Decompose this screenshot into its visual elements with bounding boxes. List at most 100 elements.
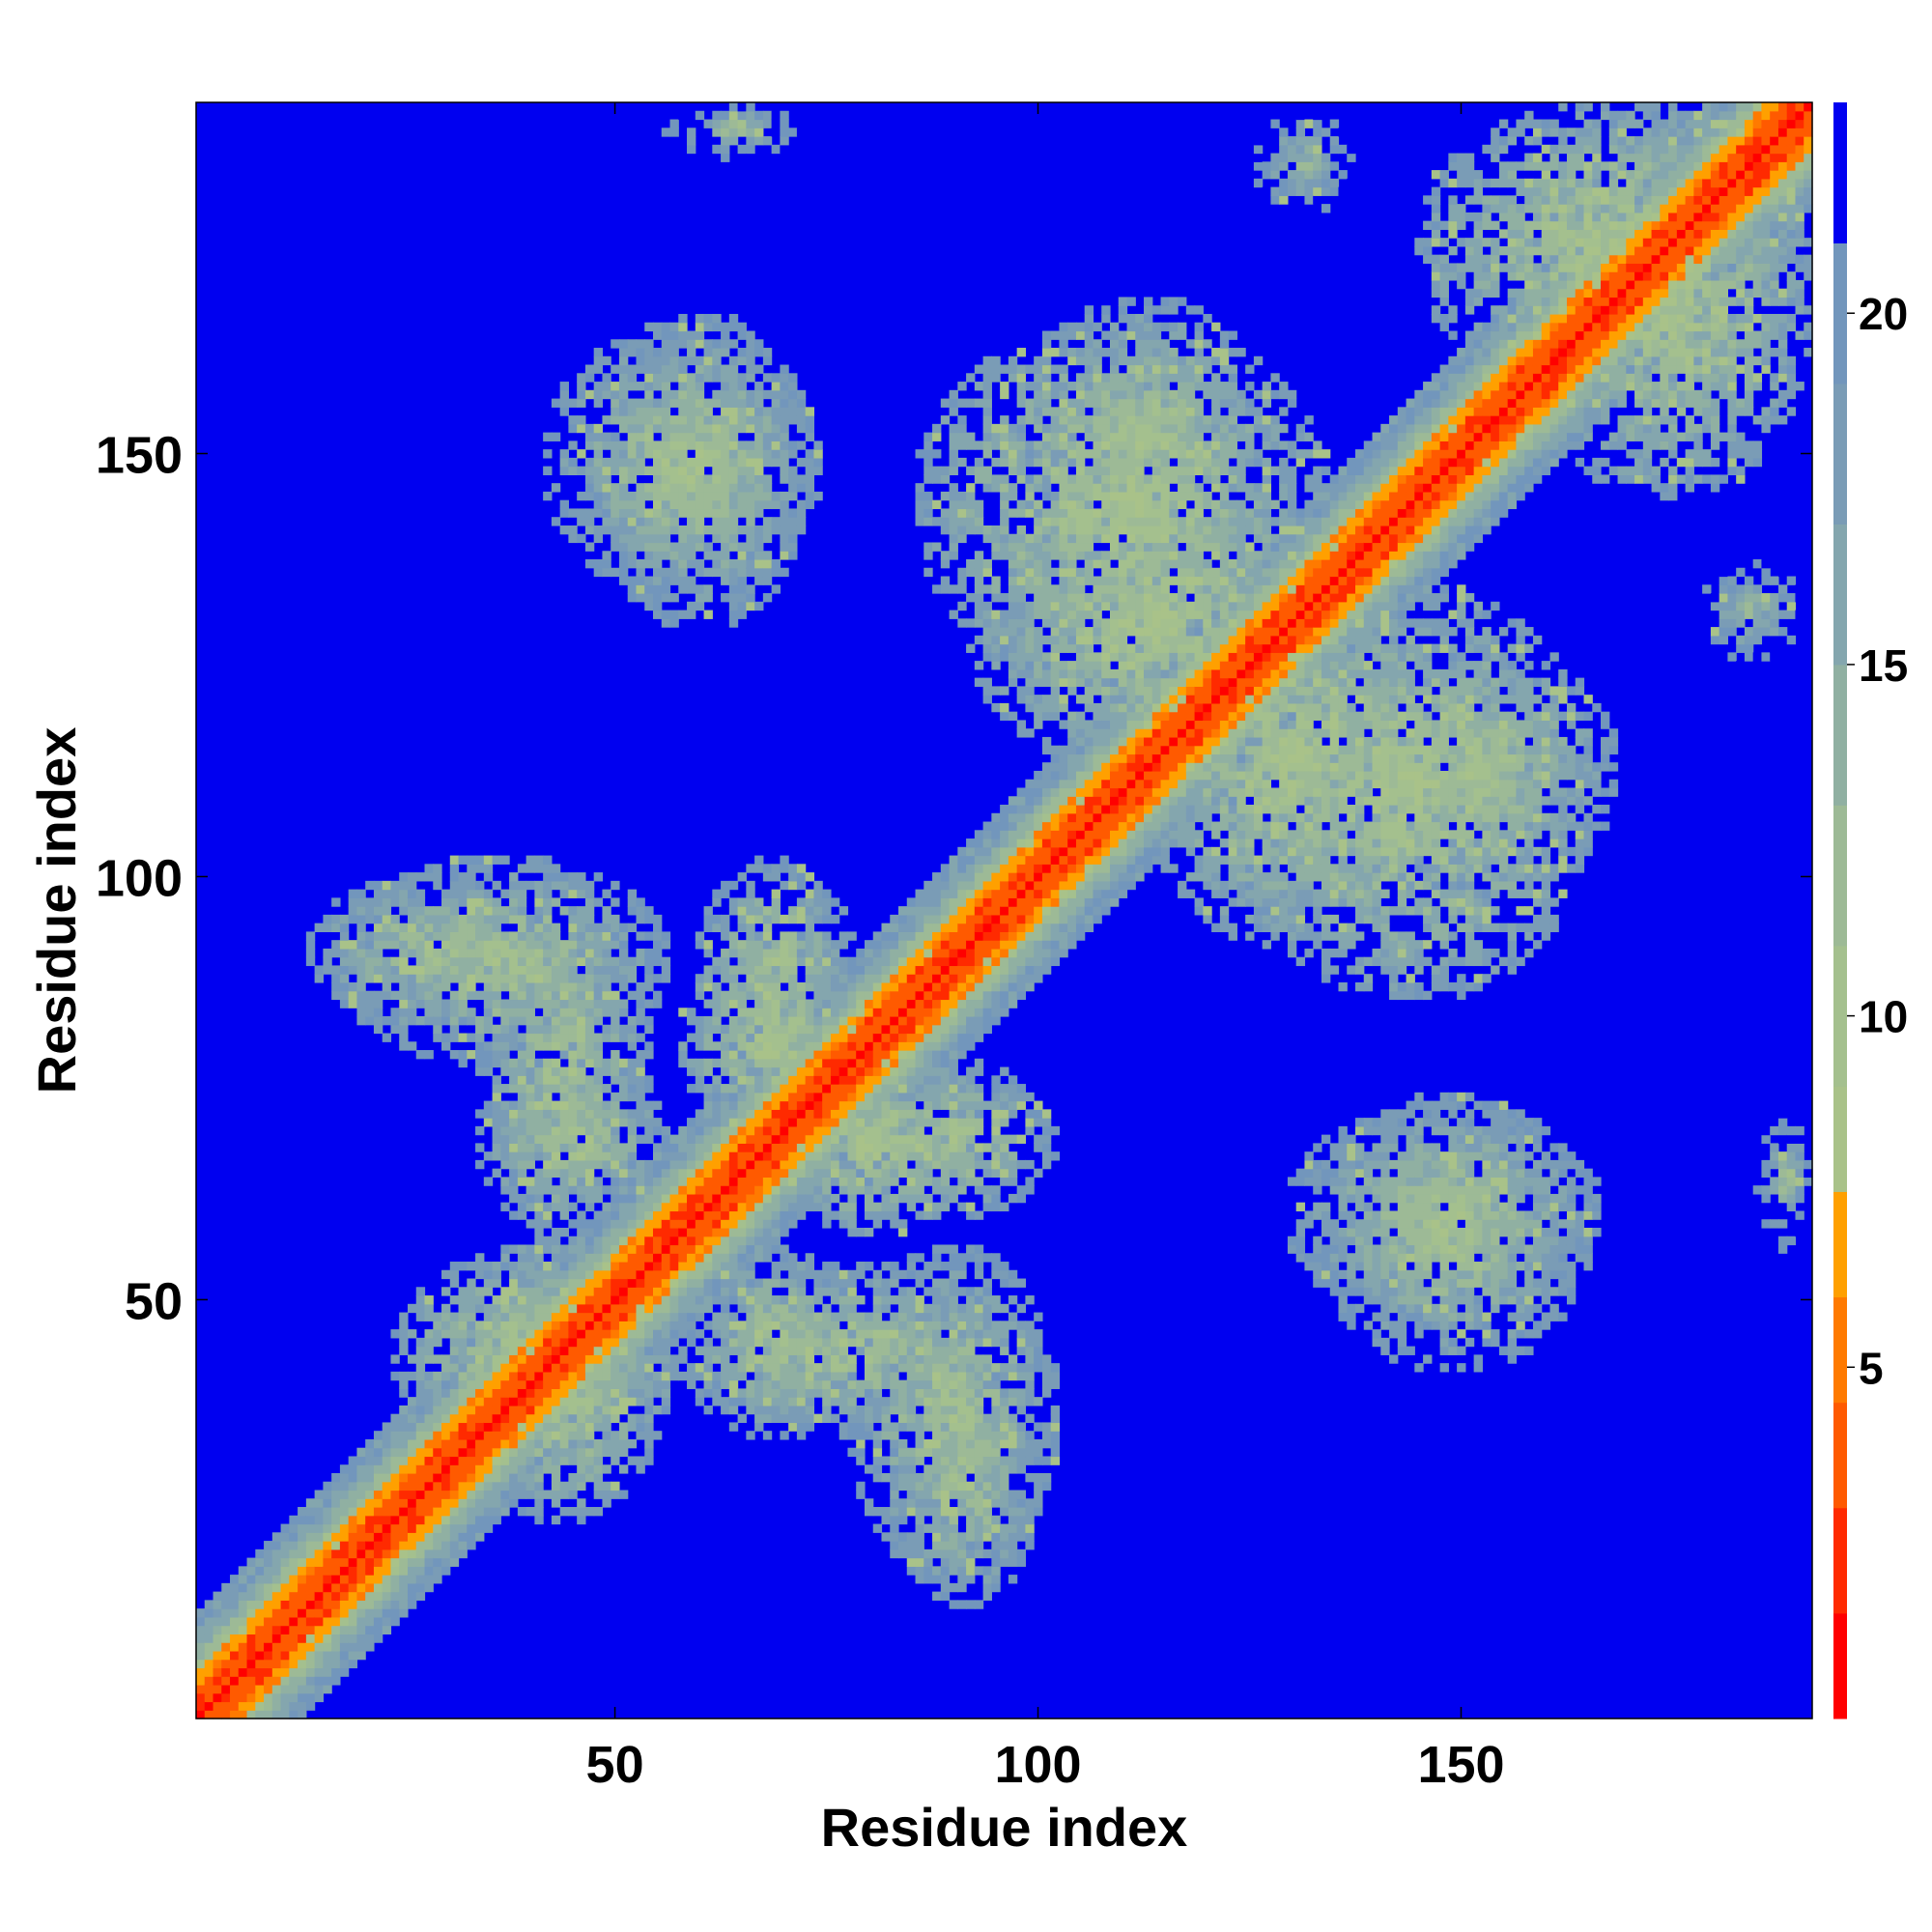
- heatmap-cell: [255, 1616, 265, 1627]
- heatmap-cell: [551, 1262, 561, 1271]
- heatmap-cell: [577, 373, 586, 383]
- heatmap-cell: [737, 348, 747, 357]
- heatmap-cell: [382, 1438, 392, 1449]
- heatmap-cell: [636, 542, 645, 552]
- heatmap-cell: [577, 1481, 586, 1492]
- heatmap-cell: [805, 974, 815, 983]
- heatmap-cell: [365, 1634, 375, 1643]
- heatmap-cell: [728, 128, 739, 137]
- heatmap-cell: [898, 923, 908, 932]
- heatmap-cell: [805, 1159, 815, 1170]
- heatmap-cell: [746, 102, 755, 112]
- heatmap-cell: [255, 1667, 265, 1677]
- heatmap-cell: [467, 880, 476, 891]
- heatmap-cell: [543, 1388, 553, 1398]
- heatmap-cell: [721, 990, 730, 1001]
- heatmap-cell: [864, 990, 874, 1001]
- heatmap-cell: [399, 1379, 409, 1389]
- heatmap-cell: [652, 1236, 663, 1246]
- heatmap-cell: [864, 1312, 874, 1321]
- heatmap-cell: [618, 1092, 629, 1102]
- heatmap-cell: [407, 940, 417, 950]
- heatmap-cell: [568, 1262, 578, 1271]
- heatmap-cell: [593, 1075, 604, 1085]
- heatmap-cell: [915, 931, 924, 941]
- heatmap-cell: [271, 1659, 282, 1669]
- heatmap-cell: [339, 1591, 350, 1601]
- heatmap-cell: [898, 1337, 908, 1348]
- heatmap-cell: [796, 457, 807, 468]
- heatmap-cell: [577, 1312, 586, 1321]
- heatmap-cell: [822, 1143, 832, 1152]
- heatmap-cell: [754, 965, 764, 975]
- heatmap-cell: [712, 1388, 722, 1398]
- heatmap-cell: [356, 1532, 366, 1542]
- heatmap-cell: [331, 914, 341, 924]
- heatmap-cell: [669, 1151, 679, 1161]
- heatmap-cell: [872, 956, 883, 967]
- heatmap-cell: [636, 415, 645, 425]
- heatmap-cell: [881, 931, 891, 941]
- heatmap-cell: [339, 1600, 350, 1609]
- heatmap-cell: [669, 1168, 679, 1179]
- heatmap-cell: [593, 1050, 604, 1060]
- heatmap-cell: [890, 974, 899, 983]
- heatmap-cell: [365, 1490, 375, 1499]
- heatmap-cell: [856, 956, 866, 967]
- heatmap-cell: [492, 1262, 501, 1271]
- heatmap-cell: [737, 1278, 747, 1288]
- heatmap-cell: [746, 880, 755, 891]
- heatmap-cell: [906, 999, 917, 1009]
- heatmap-cell: [441, 1456, 451, 1465]
- heatmap-cell: [399, 880, 409, 891]
- heatmap-cell: [543, 889, 553, 898]
- heatmap-cell: [898, 914, 908, 924]
- heatmap-cell: [695, 1227, 705, 1237]
- heatmap-cell: [644, 551, 654, 560]
- heatmap-cell: [577, 449, 586, 459]
- heatmap-cell: [407, 906, 417, 916]
- heatmap-cell: [830, 1050, 840, 1060]
- heatmap-cell: [762, 1295, 773, 1305]
- heatmap-cell: [618, 1363, 629, 1373]
- heatmap-cell: [264, 1642, 273, 1652]
- heatmap-cell: [890, 1371, 899, 1381]
- heatmap-cell: [906, 1033, 917, 1042]
- heatmap-cell: [618, 1058, 629, 1068]
- heatmap-cell: [890, 1269, 899, 1280]
- heatmap-cell: [618, 1397, 629, 1406]
- heatmap-cell: [864, 948, 874, 958]
- heatmap-cell: [703, 1346, 713, 1355]
- heatmap-cell: [898, 1033, 908, 1042]
- heatmap-cell: [695, 1058, 705, 1068]
- heatmap-cell: [813, 1346, 823, 1355]
- heatmap-cell: [407, 1498, 417, 1508]
- heatmap-cell: [906, 923, 917, 932]
- heatmap-cell: [712, 457, 722, 468]
- heatmap-cell: [796, 508, 807, 518]
- heatmap-cell: [856, 1008, 866, 1017]
- heatmap-cell: [618, 508, 629, 518]
- heatmap-cell: [458, 923, 468, 932]
- heatmap-cell: [652, 601, 663, 611]
- heatmap-cell: [847, 1050, 857, 1060]
- heatmap-cell: [534, 1100, 544, 1110]
- heatmap-cell: [348, 897, 358, 907]
- heatmap-cell: [636, 1303, 645, 1314]
- heatmap-cell: [483, 897, 494, 907]
- heatmap-cell: [500, 1472, 510, 1483]
- heatmap-cell: [746, 906, 755, 916]
- heatmap-cell: [830, 999, 840, 1009]
- heatmap-cell: [661, 1287, 671, 1296]
- heatmap-cell: [636, 558, 645, 569]
- heatmap-cell: [331, 1515, 341, 1525]
- heatmap-cell: [543, 1066, 553, 1076]
- heatmap-cell: [458, 1058, 468, 1068]
- heatmap-cell: [695, 508, 705, 518]
- heatmap-cell: [611, 533, 620, 544]
- heatmap-cell: [204, 1616, 214, 1627]
- heatmap-cell: [314, 1667, 324, 1677]
- heatmap-cell: [568, 1151, 578, 1161]
- heatmap-cell: [788, 398, 798, 408]
- heatmap-cell: [475, 1287, 485, 1296]
